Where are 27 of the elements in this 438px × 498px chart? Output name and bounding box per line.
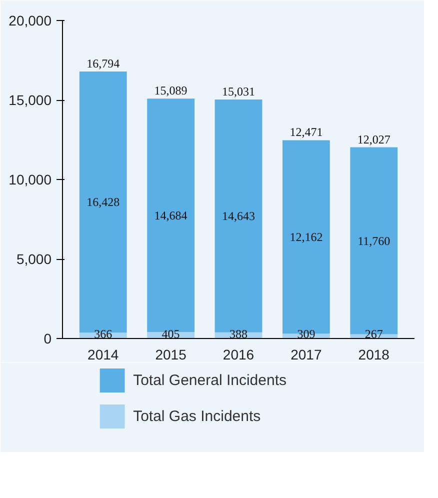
x-tick-label: 2014 bbox=[88, 346, 119, 362]
data-label: 267 bbox=[364, 327, 383, 342]
total-label: 12,471 bbox=[290, 125, 323, 140]
x-tick-label: 2016 bbox=[222, 346, 254, 362]
data-label: 388 bbox=[230, 327, 248, 342]
data-label: 12,162 bbox=[290, 230, 323, 244]
total-label: 15,089 bbox=[154, 84, 188, 98]
y-tick-label: 10,000 bbox=[8, 172, 52, 188]
total-label: 12,027 bbox=[357, 132, 390, 146]
total-label: 16,794 bbox=[86, 56, 120, 70]
data-label: 366 bbox=[94, 327, 112, 342]
y-tick-label: 0 bbox=[44, 330, 52, 346]
total-label: 15,031 bbox=[222, 84, 255, 99]
data-label: 14,684 bbox=[154, 208, 188, 222]
x-tick-label: 2018 bbox=[358, 346, 390, 362]
data-label: 11,760 bbox=[358, 234, 390, 248]
legend-label: Total General Incidents bbox=[133, 372, 286, 389]
y-tick-label: 20,000 bbox=[8, 12, 52, 28]
y-tick-label: 5,000 bbox=[16, 251, 52, 267]
data-label: 16,428 bbox=[86, 195, 120, 210]
y-tick-label: 15,000 bbox=[8, 92, 52, 108]
x-tick-label: 2015 bbox=[155, 346, 187, 362]
legend-label: Total Gas Incidents bbox=[133, 408, 261, 425]
data-label: 405 bbox=[162, 327, 180, 342]
data-label: 309 bbox=[297, 327, 316, 342]
data-label: 14,643 bbox=[222, 208, 255, 223]
x-tick-label: 2017 bbox=[290, 346, 322, 362]
